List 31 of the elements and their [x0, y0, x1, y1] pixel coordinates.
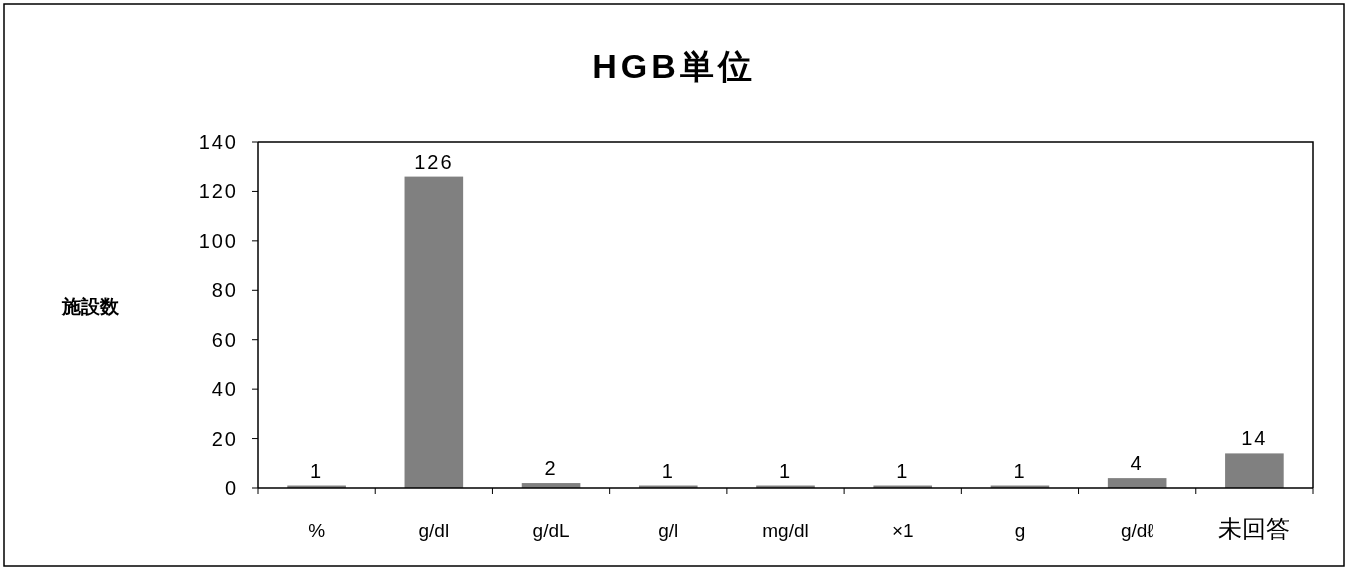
y-tick-label: 60	[211, 328, 238, 351]
bar	[1225, 453, 1284, 488]
data-label: 4	[1130, 452, 1144, 475]
data-label: 1	[310, 459, 324, 482]
data-label: 126	[414, 150, 454, 173]
y-tick-label: 100	[198, 229, 238, 252]
y-tick-label: 140	[198, 131, 238, 153]
x-tick-label: mg/dl	[762, 520, 809, 541]
data-label: 14	[1241, 427, 1268, 450]
x-tick-label: g/l	[658, 520, 679, 541]
y-tick-label: 0	[224, 477, 238, 499]
bar	[404, 176, 464, 488]
x-tick-label: g/dl	[418, 520, 450, 541]
x-tick-label: 未回答	[1218, 515, 1291, 542]
data-label: 1	[661, 459, 675, 482]
x-tick-label: g/dℓ	[1120, 520, 1154, 541]
data-label: 1	[896, 459, 910, 482]
x-tick-label: %	[308, 520, 326, 541]
y-tick-label: 20	[211, 427, 238, 450]
x-tick-label: g/dL	[532, 520, 570, 541]
x-tick-label: ×1	[891, 520, 914, 541]
chart-title: HGB単位	[592, 47, 756, 85]
y-tick-label: 80	[211, 279, 238, 302]
y-tick-label: 120	[198, 180, 238, 203]
y-tick-label: 40	[211, 378, 238, 401]
x-tick-label: g	[1014, 520, 1026, 541]
data-label: 1	[1013, 459, 1027, 482]
bar	[1107, 478, 1167, 488]
y-axis-title: 施設数	[60, 296, 120, 317]
data-label: 1	[778, 459, 793, 482]
data-label: 2	[544, 457, 558, 480]
